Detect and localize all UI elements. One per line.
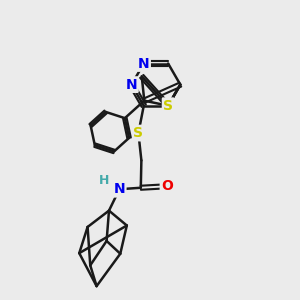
Text: N: N [126, 78, 137, 92]
Text: N: N [138, 56, 150, 70]
Text: S: S [134, 126, 143, 140]
Text: N: N [114, 182, 125, 196]
Text: O: O [161, 179, 173, 193]
Text: S: S [163, 99, 173, 113]
Text: H: H [99, 174, 109, 188]
